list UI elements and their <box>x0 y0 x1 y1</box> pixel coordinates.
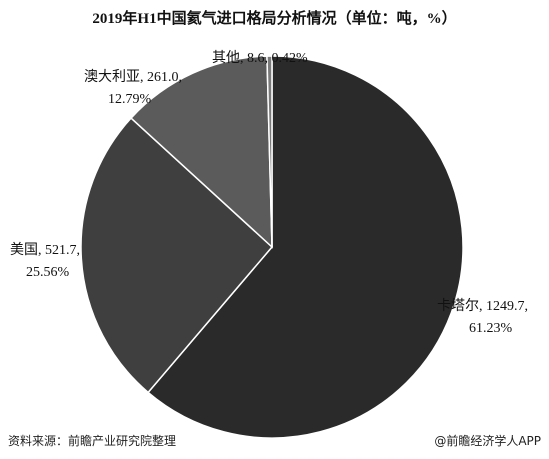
label-part: 12.79% <box>108 92 152 107</box>
credit: @前瞻经济学人APP <box>434 434 541 448</box>
label-part: 521.7 <box>45 243 80 258</box>
pie-slice <box>80 117 274 394</box>
data-label: 澳大利亚261.0 12.79% <box>84 67 182 111</box>
label-part: 61.23% <box>469 321 513 336</box>
label-part: 其他 <box>212 51 247 66</box>
data-label: 其他8.60.42% <box>212 48 308 70</box>
label-part: 美国 <box>10 243 45 258</box>
label-part: 澳大利亚 <box>84 70 147 85</box>
label-part: 0.42% <box>271 51 308 66</box>
source-note: 资料来源：前瞻产业研究院整理 <box>8 434 177 448</box>
pie-slice <box>130 55 273 249</box>
chart-title: 2019年H1中国氦气进口格局分析情况（单位：吨，%） <box>92 11 457 27</box>
label-part: 卡塔尔 <box>437 299 486 314</box>
label-part: 8.6 <box>247 51 272 66</box>
label-part: 25.56% <box>26 265 70 280</box>
pie-slice <box>266 55 273 248</box>
data-label: 美国521.7 25.56% <box>10 240 80 284</box>
pie-slice <box>147 55 464 439</box>
data-label: 卡塔尔1249.7 61.23% <box>437 296 528 340</box>
label-part: 1249.7 <box>486 299 528 314</box>
label-part: 261.0 <box>147 70 182 85</box>
